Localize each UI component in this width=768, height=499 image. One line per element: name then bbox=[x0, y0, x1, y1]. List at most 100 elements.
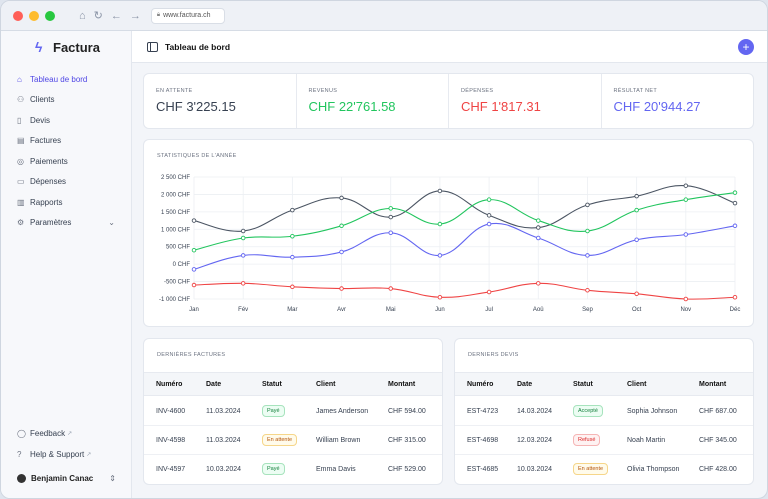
status-badge: Payé bbox=[262, 463, 285, 475]
series-line bbox=[193, 185, 736, 232]
stat-label: REVENUS bbox=[308, 88, 338, 94]
cell-client: William Brown bbox=[316, 437, 361, 444]
file-icon: ▯ bbox=[17, 115, 22, 125]
data-point bbox=[732, 190, 738, 195]
y-tick-label: 500 CHF bbox=[166, 245, 190, 251]
sidebar-item-1[interactable]: ⚇ Clients bbox=[1, 90, 131, 111]
column-header[interactable]: Montant bbox=[699, 381, 727, 388]
data-point bbox=[437, 253, 443, 258]
data-point bbox=[585, 253, 590, 258]
cell-num: INV-4598 bbox=[156, 437, 186, 444]
cell-amount: CHF 428.00 bbox=[699, 466, 737, 473]
sidebar-toggle-icon[interactable] bbox=[147, 41, 158, 52]
table-row[interactable]: EST-4723 14.03.2024 Accepté Sophia Johnson C… bbox=[455, 397, 753, 426]
table-row[interactable]: INV-4600 11.03.2024 Payé James Anderson CHF … bbox=[144, 397, 442, 426]
sidebar-item-7[interactable]: ⚙ Paramètres ⌄ bbox=[1, 213, 131, 234]
back-icon[interactable]: ← bbox=[110, 9, 122, 22]
column-header[interactable]: Client bbox=[627, 381, 647, 388]
maximize-window-button[interactable] bbox=[45, 10, 55, 21]
column-header[interactable]: Statut bbox=[573, 381, 593, 388]
sidebar-menu: ⌂ Tableau de bord ⚇ Clients ▯ Devis ▤ Factures ◎… bbox=[1, 69, 131, 233]
url-text: www.factura.ch bbox=[163, 12, 211, 19]
cell-num: EST-4685 bbox=[467, 466, 499, 473]
table-header: Numéro Date Statut Client Montant bbox=[144, 372, 442, 396]
x-tick-label: Mai bbox=[386, 307, 396, 313]
browser-titlebar: ⌂ ↻ ← → 🔒︎ www.factura.ch bbox=[1, 1, 767, 31]
cell-date: 12.03.2024 bbox=[517, 437, 553, 444]
user-name: Benjamin Canac bbox=[31, 473, 94, 483]
data-point bbox=[683, 183, 689, 188]
x-tick-label: Jul bbox=[485, 307, 493, 313]
column-header[interactable]: Statut bbox=[262, 381, 282, 388]
sidebar-item-label: Clients bbox=[30, 95, 55, 105]
cell-client: Noah Martin bbox=[627, 437, 666, 444]
table-title: DERNIERS DEVIS bbox=[468, 352, 519, 358]
stat-value: CHF 3'225.15 bbox=[156, 99, 236, 114]
sidebar-item-2[interactable]: ▯ Devis bbox=[1, 110, 131, 131]
sidebar-item-6[interactable]: ▥ Rapports bbox=[1, 192, 131, 213]
sidebar-item-label: Factures bbox=[30, 136, 62, 146]
table-row[interactable]: EST-4685 10.03.2024 En attente Olivia Thomp… bbox=[455, 455, 753, 484]
data-point bbox=[191, 267, 197, 272]
table-row[interactable]: INV-4597 10.03.2024 Payé Emma Davis CHF 529.… bbox=[144, 455, 442, 484]
data-point bbox=[339, 223, 344, 229]
stat-tile: DÉPENSES CHF 1'817.31 bbox=[449, 74, 602, 128]
column-header[interactable]: Numéro bbox=[467, 381, 494, 388]
brand-name: Factura bbox=[53, 39, 100, 55]
column-header[interactable]: Date bbox=[517, 381, 533, 388]
x-tick-label: Aoû bbox=[533, 307, 544, 313]
minimize-window-button[interactable] bbox=[29, 10, 39, 21]
quotes-card: DERNIERS DEVIS Numéro Date Statut Client Mont… bbox=[454, 338, 754, 485]
cell-num: INV-4597 bbox=[156, 466, 186, 473]
y-tick-label: 1 500 CHF bbox=[161, 210, 190, 216]
forward-icon[interactable]: → bbox=[129, 9, 141, 22]
close-window-button[interactable] bbox=[13, 10, 23, 21]
chart-title: STATISTIQUES DE L'ANNÉE bbox=[157, 153, 237, 159]
sidebar-item-5[interactable]: ▭ Dépenses bbox=[1, 172, 131, 193]
brand[interactable]: ϟ Factura bbox=[1, 31, 131, 63]
data-point bbox=[240, 253, 246, 258]
data-point bbox=[240, 235, 246, 241]
sidebar-item-0[interactable]: ⌂ Tableau de bord bbox=[1, 69, 131, 90]
data-point bbox=[536, 281, 541, 286]
x-tick-label: Nov bbox=[680, 307, 691, 313]
sidebar-item-3[interactable]: ▤ Factures bbox=[1, 131, 131, 152]
table-row[interactable]: INV-4598 11.03.2024 En attente William Brow… bbox=[144, 426, 442, 455]
data-point bbox=[290, 254, 295, 260]
column-header[interactable]: Montant bbox=[388, 381, 416, 388]
sidebar-item-4[interactable]: ◎ Paiements bbox=[1, 151, 131, 172]
home-icon: ⌂ bbox=[17, 74, 22, 84]
data-point bbox=[634, 291, 639, 297]
external-link-icon: ↗ bbox=[67, 431, 73, 437]
column-header[interactable]: Client bbox=[316, 381, 336, 388]
invoices-card: DERNIÈRES FACTURES Numéro Date Statut Client… bbox=[143, 338, 443, 485]
feedback-link[interactable]: ◯ Feedback ↗ bbox=[1, 423, 132, 444]
user-menu[interactable]: Benjamin Canac ⇕ bbox=[1, 467, 132, 489]
table-row[interactable]: EST-4698 12.03.2024 Refusé Noah Martin CHF 3… bbox=[455, 426, 753, 455]
data-point bbox=[191, 282, 197, 288]
column-header[interactable]: Date bbox=[206, 381, 222, 388]
data-point bbox=[536, 235, 541, 241]
stat-value: CHF 20'944.27 bbox=[613, 99, 701, 114]
bar-chart-icon: ▥ bbox=[17, 197, 25, 207]
column-header[interactable]: Numéro bbox=[156, 381, 183, 388]
y-tick-label: 2 500 CHF bbox=[161, 175, 190, 181]
help-support-link[interactable]: ? Help & Support ↗ bbox=[1, 444, 132, 465]
chevron-up-down-icon: ⇕ bbox=[109, 473, 116, 483]
users-icon: ⚇ bbox=[17, 95, 25, 105]
chevron-down-icon: ⌄ bbox=[108, 218, 115, 228]
x-tick-label: Jan bbox=[189, 307, 199, 313]
y-tick-label: 0 CHF bbox=[173, 262, 191, 268]
home-icon[interactable]: ⌂ bbox=[79, 9, 86, 22]
x-tick-label: Oct bbox=[632, 307, 642, 313]
status-badge: Payé bbox=[262, 405, 285, 417]
reload-icon[interactable]: ↻ bbox=[93, 10, 103, 22]
add-button[interactable]: + bbox=[738, 39, 754, 55]
cell-date: 10.03.2024 bbox=[206, 466, 242, 473]
bolt-logo-icon: ϟ bbox=[35, 39, 43, 55]
y-tick-label: 2 000 CHF bbox=[161, 192, 190, 198]
x-tick-label: Mar bbox=[287, 307, 297, 313]
data-point bbox=[683, 197, 689, 202]
address-bar[interactable]: 🔒︎ www.factura.ch bbox=[150, 7, 225, 24]
